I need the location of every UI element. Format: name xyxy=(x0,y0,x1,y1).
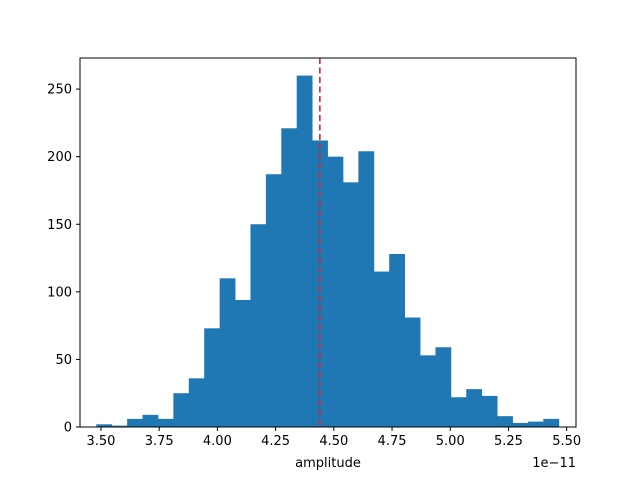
plot-frame xyxy=(79,57,577,428)
histogram-bar xyxy=(373,271,390,427)
x-tick-label: 5.50 xyxy=(552,434,581,449)
histogram-bar xyxy=(250,224,267,427)
y-tick-label: 50 xyxy=(55,353,72,368)
histogram-bar xyxy=(265,174,282,427)
histogram-bar xyxy=(450,397,467,427)
histogram-bar xyxy=(296,75,313,427)
histogram-bar xyxy=(127,418,143,427)
histogram-bar xyxy=(435,347,452,427)
y-tick-label: 150 xyxy=(47,218,72,233)
histogram-bar xyxy=(358,151,375,427)
histogram-bar xyxy=(497,416,513,427)
histogram-bar xyxy=(219,278,236,427)
histogram-bar xyxy=(142,414,159,427)
x-tick-label: 4.25 xyxy=(261,434,290,449)
histogram-bar xyxy=(389,253,406,427)
histogram-bar xyxy=(157,418,174,427)
histogram-bar xyxy=(96,424,113,427)
histogram-bar xyxy=(204,328,221,427)
y-tick-label: 200 xyxy=(47,150,72,165)
histogram-bar xyxy=(281,128,298,428)
histogram-bar xyxy=(543,418,560,427)
x-axis-label: amplitude xyxy=(295,456,361,471)
histogram-bar xyxy=(342,182,359,427)
histogram-bar xyxy=(420,355,436,427)
histogram-bar xyxy=(466,389,483,427)
histogram-bar xyxy=(188,378,205,427)
histogram-bar xyxy=(527,421,544,427)
x-tick-label: 5.25 xyxy=(494,434,523,449)
x-axis: 3.50 3.75 4.00 4.25 4.50 4.75 5.00 5.25 5.50 xyxy=(86,427,581,449)
x-tick-label: 3.50 xyxy=(86,434,115,449)
x-tick-label: 4.00 xyxy=(203,434,232,449)
x-tick-label: 3.75 xyxy=(145,434,174,449)
histogram-bar xyxy=(173,393,190,427)
histogram-bar xyxy=(512,422,529,427)
y-tick-label: 0 xyxy=(64,421,72,436)
histogram-bar xyxy=(327,156,344,428)
y-axis: 0 50 100 150 200 250 xyxy=(47,83,80,436)
x-tick-label: 4.75 xyxy=(378,434,407,449)
histogram-bar xyxy=(235,299,251,427)
y-tick-label: 100 xyxy=(47,285,72,300)
x-tick-label: 4.50 xyxy=(319,434,348,449)
histogram-bars xyxy=(96,75,560,428)
histogram-bar xyxy=(111,425,128,427)
x-axis-offset-label: 1e−11 xyxy=(532,456,576,471)
histogram-bar xyxy=(404,317,421,427)
histogram-bar xyxy=(481,395,498,427)
y-tick-label: 250 xyxy=(47,83,72,98)
x-tick-label: 5.00 xyxy=(436,434,465,449)
histogram-bar xyxy=(312,140,328,427)
